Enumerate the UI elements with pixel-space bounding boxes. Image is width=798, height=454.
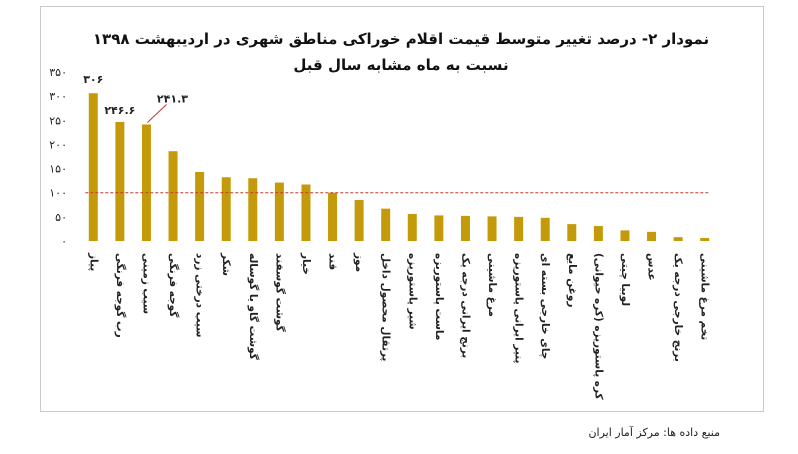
category-label: گوجه فرنگی	[167, 253, 180, 318]
category-label: مرغ ماشینی	[486, 253, 498, 317]
bar	[460, 215, 470, 241]
y-tick-label: ۳۰۰	[49, 90, 67, 103]
category-label: چای خارجی بسته ای	[539, 253, 551, 359]
y-tick-label: ۱۵۰	[49, 163, 67, 176]
bar	[700, 238, 710, 241]
bar	[567, 224, 577, 241]
category-label: رب گوجه فرنگی	[114, 253, 127, 338]
category-label: گوشت گوسفند	[273, 253, 286, 333]
bar	[195, 171, 205, 241]
category-label: سیب زمینی	[140, 253, 152, 314]
bar	[593, 226, 603, 241]
bar	[115, 121, 125, 241]
bar	[221, 177, 231, 241]
bar	[274, 182, 284, 241]
chart-subtitle: نسبت به ماه مشابه سال قبل	[293, 56, 509, 74]
y-tick-label: ۱۰۰	[49, 187, 67, 200]
data-label: ۲۴۱.۳	[157, 92, 188, 105]
bar	[88, 93, 98, 241]
y-tick-label: ۰	[61, 235, 67, 248]
bar	[673, 237, 683, 241]
category-label: برنج ایرانی درجه یک	[459, 253, 471, 358]
bar	[141, 124, 151, 241]
category-label: پرتقال محصول داخل	[380, 253, 392, 361]
bar	[328, 192, 338, 241]
category-label: سیب درختی زرد	[194, 253, 206, 337]
bar	[540, 217, 550, 241]
chart-title: نمودار ۲- درصد تغییر متوسط قیمت اقلام خو…	[92, 30, 710, 48]
category-label: برنج خارجی درجه یک	[672, 253, 684, 362]
category-label: تخم مرغ ماشینی	[699, 253, 711, 340]
bar	[381, 208, 391, 241]
category-label: روغن مایع	[566, 253, 578, 307]
category-label: عدس	[646, 253, 658, 281]
bar	[647, 231, 657, 241]
bar	[248, 178, 258, 241]
bar	[514, 216, 524, 241]
category-label: گوشت گاو یا گوساله	[247, 253, 260, 361]
data-label: ۳۰۶	[83, 73, 103, 86]
category-label: خیار	[300, 252, 312, 275]
category-label: لوبیا چیتی	[619, 253, 631, 306]
source-note: منبع داده ها: مرکز آمار ایران	[588, 426, 720, 439]
y-tick-label: ۳۵۰	[49, 66, 67, 79]
category-label: شکر	[220, 252, 232, 276]
category-label: ماست پاستوریزه	[433, 253, 445, 340]
data-label-leader	[147, 104, 167, 123]
y-tick-label: ۵۰	[55, 211, 67, 224]
category-label: موز	[353, 252, 365, 272]
bar	[487, 216, 497, 241]
y-tick-label: ۲۵۰	[49, 114, 67, 127]
category-label: پیاز	[87, 252, 99, 271]
bar	[434, 215, 444, 241]
category-label: پنیر ایرانی پاستوریزه	[513, 253, 525, 363]
bar	[301, 184, 311, 241]
bar	[620, 230, 630, 241]
bar	[407, 213, 417, 241]
bar	[168, 151, 178, 241]
data-label: ۲۴۶.۶	[104, 104, 135, 117]
bar	[354, 199, 364, 241]
y-tick-label: ۲۰۰	[49, 138, 67, 151]
category-label: قند	[327, 253, 339, 270]
chart-frame	[40, 6, 764, 412]
category-label: کره پاستوریزه (کره حیوانی)	[592, 253, 604, 401]
category-label: شیر پاستوریزه	[406, 253, 418, 330]
